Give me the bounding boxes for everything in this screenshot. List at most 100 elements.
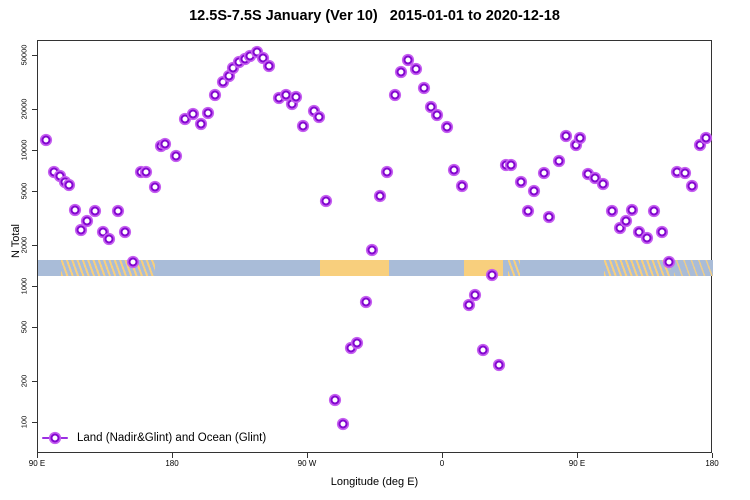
data-point [449,165,459,175]
land-segment [464,260,503,276]
data-point [590,173,600,183]
land-segment [320,260,389,276]
data-point [309,106,319,116]
data-point [314,112,324,122]
data-point [321,196,331,206]
data-point [701,133,711,143]
data-point [218,77,228,87]
data-point [41,135,50,145]
data-point [264,61,274,71]
data-point [104,234,114,244]
x-tick-mark [172,453,173,458]
data-point [128,257,138,267]
data-point [361,297,371,307]
y-tick-mark [32,286,37,288]
data-point [287,99,297,109]
data-point [642,233,652,243]
data-point [228,63,238,73]
y-tick-mark [32,191,37,192]
y-tick-mark [32,381,37,383]
x-tick-mark [577,453,578,458]
x-axis-title: Longitude (deg E) [330,476,419,488]
data-point [382,167,392,177]
data-point [113,206,123,216]
data-point [171,151,181,161]
y-tick-label: 10000 [19,139,29,161]
land-segment [674,260,713,276]
data-point [367,245,377,255]
data-point [70,205,80,215]
data-point [426,102,436,112]
y-tick-label: 20000 [19,98,29,120]
y-tick-mark [32,55,37,56]
data-point [375,191,385,201]
data-point [298,121,308,131]
data-point [258,53,268,63]
data-point [627,205,637,215]
data-point [403,55,413,65]
data-point [90,206,100,216]
y-tick-label: 500 [19,320,29,334]
legend-label: Land (Nadir&Glint) and Ocean (Glint) [77,432,267,444]
data-point [432,110,442,120]
land-segment [507,260,520,276]
data-point [487,270,497,280]
data-point [539,168,549,178]
y-tick-mark [32,327,37,328]
data-point [76,225,86,235]
x-tick-label: 180 [705,459,719,468]
data-point [571,140,581,150]
data-point [141,167,151,177]
y-tick-label: 200 [19,374,29,388]
y-tick-label: 1000 [19,277,29,295]
data-point [516,177,526,187]
x-tick-label: 90 E [568,459,586,468]
data-point [621,216,631,226]
data-point [657,227,667,237]
y-tick-label: 5000 [19,182,29,200]
data-point [529,186,539,196]
data-point [245,51,255,61]
data-point [160,139,170,149]
y-tick-mark [32,109,37,111]
y-tick-mark [32,150,37,152]
x-tick-label: 0 [439,459,445,468]
x-tick-mark [442,453,443,458]
data-point [98,227,108,237]
x-tick-mark [37,453,38,458]
land-segment [60,260,155,276]
data-point [330,395,340,405]
data-point [224,71,234,81]
data-point [615,223,625,233]
map-band [38,260,713,276]
legend-line-symbol [42,433,68,443]
data-point [598,179,608,189]
data-point [188,109,198,119]
data-point [544,212,554,222]
data-point [695,140,705,150]
data-point [411,64,421,74]
x-tick-label: 90 W [297,459,317,468]
y-tick-mark [32,422,37,424]
data-point [346,343,356,353]
data-point [687,181,697,191]
x-tick-label: 90 E [28,459,46,468]
data-point [352,338,362,348]
data-point [55,171,65,181]
data-point [338,419,348,429]
data-point [478,345,488,355]
data-point [506,160,516,170]
y-tick-label: 100 [19,415,29,429]
data-point [464,300,474,310]
data-point [419,83,429,93]
data-point [470,290,480,300]
data-point [664,257,674,267]
legend: Land (Nadir&Glint) and Ocean (Glint) [42,432,266,444]
y-tick-label: 50000 [19,44,29,66]
y-tick-mark [32,245,37,247]
data-point [680,168,690,178]
data-point [561,131,571,141]
land-segment [603,260,671,276]
data-point [82,216,92,226]
